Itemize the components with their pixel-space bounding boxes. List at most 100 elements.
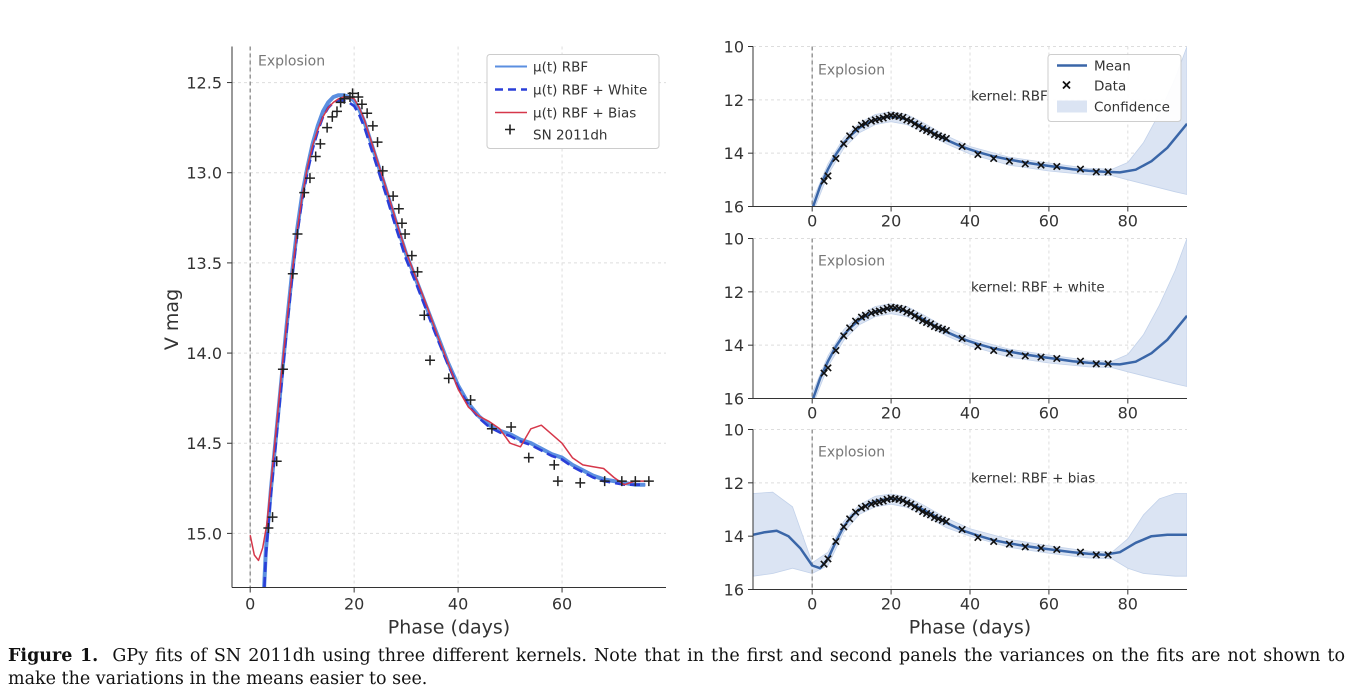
x-tick-label: 60 xyxy=(1039,212,1059,231)
data-point-x xyxy=(824,555,832,563)
data-point-marker xyxy=(425,355,436,366)
data-point-x xyxy=(1053,354,1061,363)
data-point-x xyxy=(914,505,923,513)
data-point-x xyxy=(1021,160,1030,168)
data-point-x xyxy=(839,332,848,340)
x-tick-label: 40 xyxy=(960,595,980,614)
data-point-marker xyxy=(443,373,454,384)
y-tick-label: 12 xyxy=(724,283,744,302)
y-tick-label: 13.0 xyxy=(186,164,222,183)
y-tick-label: 13.5 xyxy=(186,254,222,273)
legend-data-marker-icon xyxy=(505,124,515,135)
sp2-explosion-label: Explosion xyxy=(818,254,885,270)
data-point-marker xyxy=(419,310,430,321)
legend-mean-label: Mean xyxy=(1094,59,1131,75)
x-tick-label: 0 xyxy=(245,595,255,614)
data-point-x xyxy=(861,502,870,511)
y-tick-label: 14 xyxy=(724,527,744,546)
y-tick-label: 12 xyxy=(724,474,744,493)
y-tick-label: 10 xyxy=(724,421,744,440)
data-point-x xyxy=(910,503,919,511)
kernel-rbf-bias-label: kernel: RBF + bias xyxy=(971,471,1095,487)
x-tick-label: 0 xyxy=(807,595,817,614)
kernel-rbf-panel: 0 20 40 60 80 10 12 14 16 xyxy=(724,38,1187,231)
data-point-x xyxy=(974,150,982,159)
x-tick-label: 80 xyxy=(1118,212,1138,231)
data-point-marker xyxy=(367,120,378,131)
data-point-marker xyxy=(406,250,417,261)
x-tick-label: 60 xyxy=(1039,404,1059,423)
data-point-x xyxy=(1076,165,1085,173)
data-point-x xyxy=(1021,352,1030,360)
data-point-x xyxy=(910,312,919,320)
data-point-marker xyxy=(327,111,338,122)
data-point-marker xyxy=(299,187,310,198)
x-tick-label: 80 xyxy=(1118,595,1138,614)
data-point-marker xyxy=(575,477,586,488)
figure-caption: Figure 1. GPy fits of SN 2011dh using th… xyxy=(8,645,1345,691)
kernel-rbf-bias-panel: 0 20 40 60 80 10 12 14 16 xyxy=(724,421,1187,614)
x-tick-label: 0 xyxy=(807,212,817,231)
data-point-marker xyxy=(263,522,274,533)
data-point-x xyxy=(907,309,915,317)
y-tick-label: 10 xyxy=(724,38,744,57)
data-point-x xyxy=(926,511,935,519)
data-point-x xyxy=(958,334,966,343)
sp1-explosion-label: Explosion xyxy=(818,63,885,79)
data-point-x xyxy=(879,114,887,122)
data-point-x xyxy=(958,525,966,534)
data-point-x xyxy=(857,121,866,129)
main-tick-labels: 0 20 40 60 12.5 13.0 13.5 14.0 14.5 15.0 xyxy=(186,74,572,614)
data-point-x xyxy=(918,316,927,325)
data-point-x xyxy=(914,314,923,322)
caption-text: GPy fits of SN 2011dh using three differ… xyxy=(8,646,1345,689)
y-tick-label: 16 xyxy=(724,198,744,217)
data-point-marker xyxy=(400,229,411,240)
data-point-x xyxy=(958,142,966,151)
data-point-marker xyxy=(339,93,350,104)
data-point-marker xyxy=(372,137,383,148)
data-point-x xyxy=(857,504,866,512)
data-point-marker xyxy=(486,423,497,434)
small-x-axis-label: Phase (days) xyxy=(909,617,1031,639)
data-point-x xyxy=(974,342,982,351)
data-point-marker xyxy=(412,266,423,277)
data-point-marker xyxy=(599,476,610,487)
data-point-marker xyxy=(549,459,560,470)
y-tick-label: 16 xyxy=(724,581,744,600)
y-tick-label: 14 xyxy=(724,144,744,163)
data-point-x xyxy=(1092,168,1101,176)
kernel-rbf-white-label: kernel: RBF + white xyxy=(971,280,1105,296)
data-point-marker xyxy=(523,452,534,463)
data-point-x xyxy=(899,113,907,122)
series-rbf-line xyxy=(262,93,646,588)
data-point-marker xyxy=(362,108,373,119)
data-point-marker xyxy=(616,476,627,487)
data-point-x xyxy=(1076,357,1085,365)
data-point-x xyxy=(914,122,923,130)
data-point-x xyxy=(857,313,866,321)
data-point-x xyxy=(926,320,935,328)
data-point-marker xyxy=(393,203,404,214)
data-point-x xyxy=(1005,157,1014,165)
main-light-curve-panel: Explosion 0 20 40 60 12.5 13.0 13.5 14.0 14.5 15.… xyxy=(161,46,666,639)
data-point-x xyxy=(926,128,935,136)
main-data-markers xyxy=(263,88,654,533)
kernel-rbf-label: kernel: RBF xyxy=(971,89,1048,105)
y-tick-label: 16 xyxy=(724,390,744,409)
data-point-x xyxy=(910,120,919,128)
data-point-marker xyxy=(267,512,278,523)
data-point-x xyxy=(1005,540,1014,548)
data-point-x xyxy=(918,507,927,516)
data-point-marker xyxy=(292,229,303,240)
data-point-x xyxy=(907,500,915,508)
data-point-x xyxy=(845,515,854,523)
sp3-explosion-label: Explosion xyxy=(818,445,885,461)
confidence-band xyxy=(811,46,1187,207)
y-tick-label: 14.5 xyxy=(186,434,222,453)
data-point-x xyxy=(879,306,887,314)
data-point-x xyxy=(1053,162,1061,171)
legend-data-x-icon xyxy=(1062,80,1071,90)
x-tick-label: 0 xyxy=(807,404,817,423)
